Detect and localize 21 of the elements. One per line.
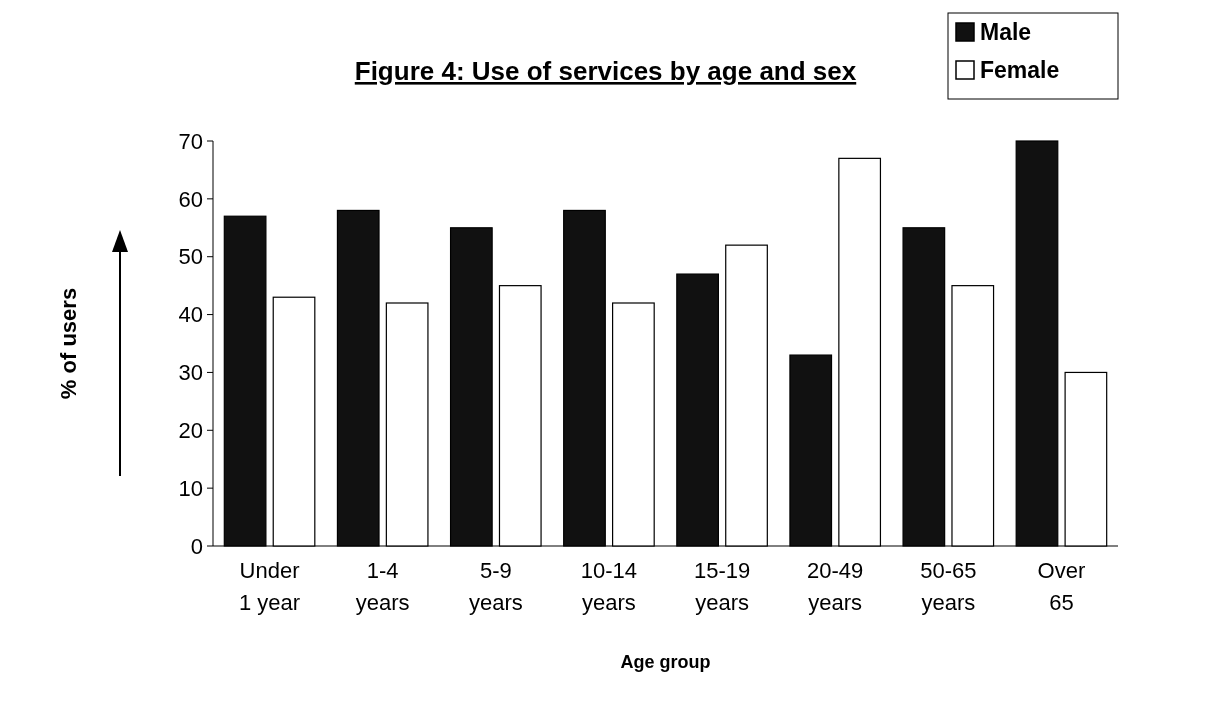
x-tick-label: 15-19 years	[693, 558, 751, 615]
x-tick-label: Under 1 year	[238, 558, 301, 615]
y-tick-label: 60	[178, 186, 203, 212]
y-tick-label: 40	[178, 302, 203, 328]
chart-title: Figure 4: Use of services by age and sex	[354, 56, 857, 86]
x-tick-label: Over 65	[1037, 558, 1086, 615]
y-tick-label: 30	[178, 360, 203, 386]
y-tick-label: 70	[178, 128, 203, 154]
y-axis-title: % of users	[56, 287, 81, 400]
x-tick-label: 10-14 years	[580, 558, 638, 615]
y-tick-label: 10	[178, 475, 203, 501]
y-tick-label: 50	[178, 244, 203, 270]
y-tick-label: 20	[178, 417, 203, 443]
y-tick-label: 0	[190, 533, 203, 559]
x-axis-title: Age group	[620, 652, 711, 672]
legend-label: Male	[980, 19, 1032, 46]
x-tick-label: 20-49 years	[807, 558, 864, 615]
legend-label: Female	[980, 57, 1060, 84]
x-tick-label: 1-4 years	[355, 558, 410, 615]
x-tick-label: 50-65 years	[920, 558, 977, 615]
x-tick-label: 5-9 years	[468, 558, 523, 615]
